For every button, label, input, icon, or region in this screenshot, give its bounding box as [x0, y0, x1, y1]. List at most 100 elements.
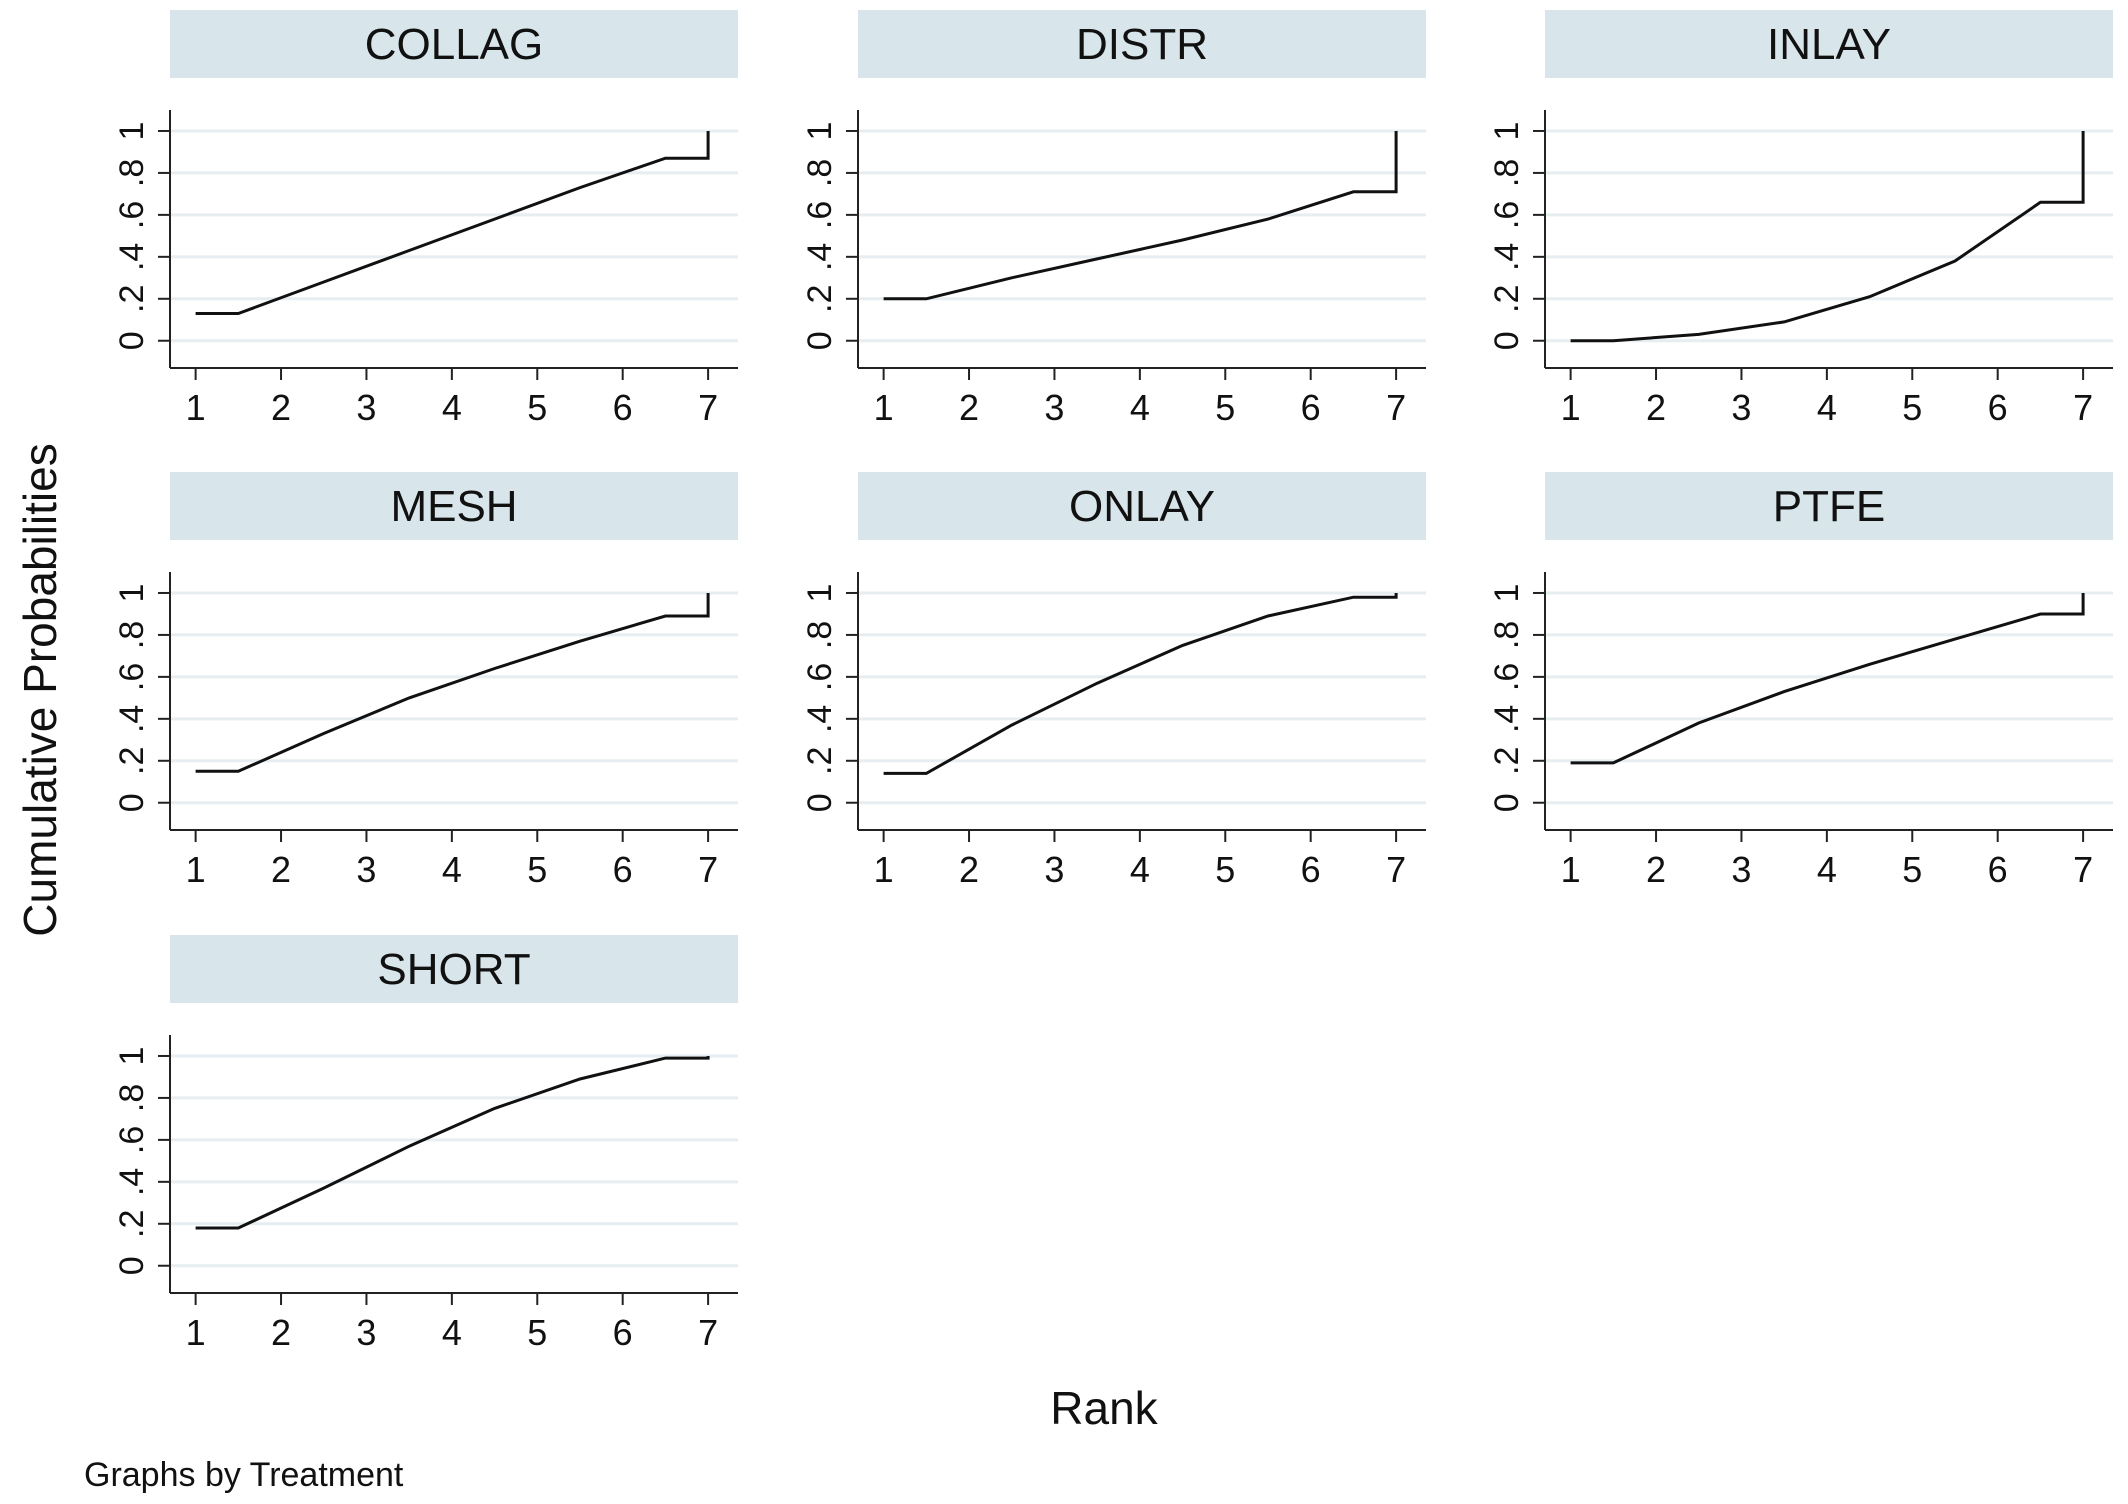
y-tick-label: .8 [113, 1084, 151, 1112]
panel-header [858, 472, 1426, 540]
x-tick-label: 2 [1646, 387, 1666, 428]
panel-header [170, 10, 738, 78]
x-tick-label: 1 [1561, 387, 1581, 428]
x-tick-label: 4 [1130, 849, 1150, 890]
y-tick-label: 0 [113, 1256, 151, 1275]
x-axis-label: Rank [1050, 1382, 1158, 1434]
panel-inlay: INLAY 0 .2 .4 .6 .8 1 1 2 3 4 5 6 7 [1488, 10, 2113, 428]
series-line [1570, 131, 2085, 343]
y-tick-label: .6 [113, 663, 151, 691]
y-tick-label: .2 [113, 747, 151, 775]
x-tick-label: 2 [271, 387, 291, 428]
x-tick-label: 4 [1130, 387, 1150, 428]
y-tick-label: .4 [113, 1168, 151, 1196]
x-tick-label: 5 [527, 1312, 547, 1353]
x-tick-label: 3 [1044, 387, 1064, 428]
y-tick-label: .4 [801, 705, 839, 733]
x-tick-label: 3 [356, 1312, 376, 1353]
panel-onlay: ONLAY 0 .2 .4 .6 .8 1 1 2 3 4 5 6 7 [801, 472, 1426, 890]
x-tick-label: 1 [186, 849, 206, 890]
panel-header [170, 935, 738, 1003]
x-tick-label: 6 [613, 849, 633, 890]
y-tick-label: .8 [801, 159, 839, 187]
series-line [195, 1056, 710, 1230]
x-tick-label: 7 [1386, 849, 1406, 890]
x-tick-label: 1 [186, 387, 206, 428]
y-tick-label: .6 [113, 201, 151, 229]
x-tick-label: 2 [1646, 849, 1666, 890]
panel-title: COLLAG [365, 20, 544, 69]
x-tick-label: 5 [527, 387, 547, 428]
y-tick-label: 0 [801, 331, 839, 350]
panel-title: PTFE [1773, 482, 1885, 531]
y-tick-label: .2 [801, 747, 839, 775]
y-tick-label: 1 [1488, 122, 1526, 141]
y-tick-label: .8 [113, 621, 151, 649]
panel-title: DISTR [1076, 20, 1208, 69]
panel-title: ONLAY [1069, 482, 1215, 531]
x-tick-label: 7 [698, 849, 718, 890]
y-tick-label: .8 [113, 159, 151, 187]
y-tick-label: .6 [801, 663, 839, 691]
y-tick-label: .4 [1488, 243, 1526, 271]
y-tick-label: .4 [801, 243, 839, 271]
y-tick-label: 0 [801, 793, 839, 812]
y-tick-label: .6 [801, 201, 839, 229]
panel-header [858, 10, 1426, 78]
y-tick-label: .8 [801, 621, 839, 649]
panel-ptfe: PTFE 0 .2 .4 .6 .8 1 1 2 3 4 5 6 7 [1488, 472, 2113, 890]
y-tick-label: .4 [1488, 705, 1526, 733]
panel-title: INLAY [1767, 20, 1891, 69]
x-tick-label: 7 [2073, 387, 2093, 428]
y-tick-label: .8 [1488, 621, 1526, 649]
y-tick-label: 0 [1488, 331, 1526, 350]
series-line [1570, 593, 2085, 765]
x-tick-label: 6 [1301, 387, 1321, 428]
y-tick-label: 1 [801, 122, 839, 141]
x-tick-label: 5 [527, 849, 547, 890]
x-tick-label: 2 [271, 849, 291, 890]
x-tick-label: 3 [1731, 387, 1751, 428]
figure-note: Graphs by Treatment [84, 1456, 404, 1494]
panel-header [1545, 10, 2113, 78]
x-tick-label: 1 [874, 849, 894, 890]
panel-collag: COLLAG 0 .2 .4 .6 .8 1 1 2 3 4 5 6 7 [113, 10, 738, 428]
x-tick-label: 5 [1215, 849, 1235, 890]
y-tick-label: 1 [1488, 584, 1526, 603]
x-tick-label: 7 [1386, 387, 1406, 428]
panel-distr: DISTR 0 .2 .4 .6 .8 1 1 2 3 4 5 6 7 [801, 10, 1426, 428]
y-axis-label: Cumulative Probabilities [14, 443, 66, 936]
y-tick-label: .6 [113, 1126, 151, 1154]
y-tick-label: 1 [113, 122, 151, 141]
series-line [883, 131, 1398, 301]
y-tick-label: .2 [113, 285, 151, 313]
y-tick-label: 1 [113, 584, 151, 603]
series-line [195, 131, 710, 315]
y-tick-label: .2 [801, 285, 839, 313]
x-tick-label: 7 [698, 1312, 718, 1353]
x-tick-label: 2 [271, 1312, 291, 1353]
x-tick-label: 6 [1301, 849, 1321, 890]
x-tick-label: 3 [356, 849, 376, 890]
panel-mesh: MESH 0 .2 .4 .6 .8 1 1 2 3 4 5 6 7 [113, 472, 738, 890]
panel-header [170, 472, 738, 540]
y-tick-label: .2 [113, 1210, 151, 1238]
x-tick-label: 4 [1817, 387, 1837, 428]
x-tick-label: 7 [2073, 849, 2093, 890]
y-tick-label: 1 [113, 1047, 151, 1066]
y-tick-label: 0 [113, 331, 151, 350]
x-tick-label: 6 [1988, 849, 2008, 890]
y-tick-label: .4 [113, 705, 151, 733]
x-tick-label: 6 [1988, 387, 2008, 428]
x-tick-label: 3 [1044, 849, 1064, 890]
panels-group: COLLAG 0 .2 .4 .6 .8 1 1 2 3 4 5 6 7 DISTR 0 .2 .4 .6 .8 1 1 2… [113, 10, 2113, 1353]
x-tick-label: 4 [442, 387, 462, 428]
x-tick-label: 1 [874, 387, 894, 428]
panel-short: SHORT 0 .2 .4 .6 .8 1 1 2 3 4 5 6 7 [113, 935, 738, 1353]
x-tick-label: 2 [959, 849, 979, 890]
series-line [883, 593, 1398, 775]
panel-header [1545, 472, 2113, 540]
x-tick-label: 5 [1902, 387, 1922, 428]
panel-title: MESH [390, 482, 517, 531]
